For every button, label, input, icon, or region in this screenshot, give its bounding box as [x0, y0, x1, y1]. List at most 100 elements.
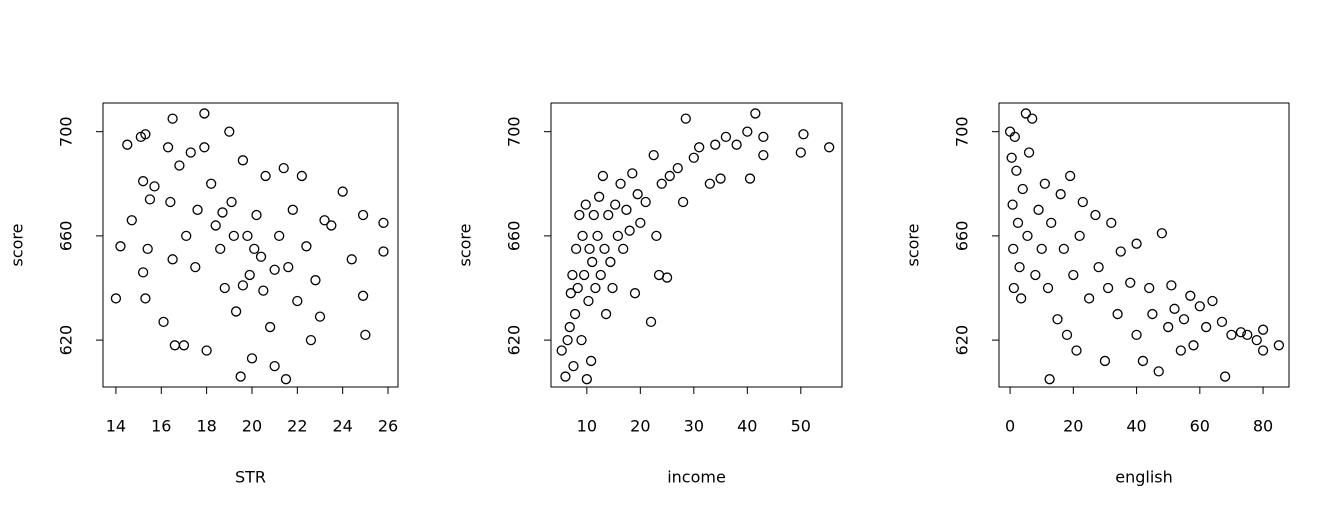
- point: [568, 361, 579, 372]
- point: [1093, 261, 1104, 273]
- point: [1068, 269, 1079, 281]
- point: [190, 261, 201, 273]
- point: [1052, 314, 1063, 325]
- point: [680, 113, 691, 124]
- point: [1188, 340, 1199, 351]
- point: [326, 220, 337, 231]
- point: [1042, 282, 1054, 294]
- point: [1131, 238, 1142, 249]
- plot-frame: [102, 102, 399, 388]
- point: [244, 269, 255, 281]
- x-tick-label: 16: [151, 417, 171, 436]
- point: [1163, 321, 1174, 333]
- point: [1112, 308, 1123, 320]
- point: [378, 217, 389, 229]
- x-tick-label: 0: [1005, 417, 1015, 436]
- point: [1065, 170, 1076, 182]
- point: [744, 173, 756, 184]
- point: [215, 243, 226, 255]
- y-tick-label: 660: [57, 221, 76, 252]
- point: [283, 261, 294, 273]
- x-tick-label: 20: [242, 417, 262, 436]
- point: [1022, 230, 1033, 242]
- point: [597, 170, 609, 182]
- point: [574, 209, 585, 221]
- point: [1194, 301, 1205, 312]
- point: [319, 215, 330, 226]
- point: [110, 293, 122, 304]
- point: [731, 139, 742, 150]
- point: [1012, 217, 1024, 229]
- point: [579, 269, 590, 281]
- point: [1027, 113, 1038, 124]
- point: [1257, 345, 1269, 356]
- point: [1137, 355, 1149, 367]
- point: [167, 254, 178, 265]
- y-tick-label: 700: [505, 116, 524, 147]
- point: [357, 209, 369, 221]
- point: [140, 129, 151, 140]
- point: [1030, 269, 1041, 281]
- point: [1008, 243, 1019, 255]
- point: [1175, 345, 1186, 356]
- x-tick-label: 14: [106, 417, 126, 436]
- point: [242, 230, 253, 242]
- point: [1007, 199, 1018, 210]
- point: [246, 353, 258, 364]
- point: [577, 230, 588, 242]
- point: [564, 321, 575, 333]
- point: [651, 230, 662, 242]
- point: [1055, 189, 1066, 200]
- point: [565, 288, 576, 299]
- point: [1015, 293, 1027, 304]
- point: [795, 147, 806, 158]
- point: [1058, 243, 1069, 255]
- point: [1017, 183, 1028, 195]
- point: [178, 340, 190, 351]
- x-tick-label: 26: [378, 417, 398, 436]
- point: [237, 280, 249, 291]
- point: [599, 243, 610, 255]
- point: [278, 162, 289, 174]
- point: [742, 126, 753, 137]
- x-tick-label: 10: [577, 417, 597, 436]
- point: [228, 230, 239, 242]
- point: [296, 170, 308, 182]
- point: [1207, 295, 1218, 307]
- point: [1115, 246, 1126, 257]
- y-tick-label: 620: [505, 325, 524, 356]
- point: [115, 241, 126, 252]
- x-tick-label: 30: [684, 417, 704, 436]
- point: [1156, 228, 1168, 239]
- point: [750, 108, 761, 119]
- point: [648, 149, 659, 161]
- point: [1071, 345, 1082, 356]
- point: [1006, 152, 1017, 163]
- point: [560, 371, 571, 382]
- point: [585, 355, 597, 367]
- x-axis-label: STR: [235, 468, 266, 487]
- point: [1099, 355, 1111, 367]
- point: [1169, 303, 1180, 314]
- x-tick-label: 18: [196, 417, 216, 436]
- point: [1023, 147, 1035, 158]
- point: [1009, 131, 1020, 143]
- point: [269, 361, 280, 372]
- point: [264, 321, 276, 333]
- point: [1039, 178, 1051, 189]
- point: [615, 178, 626, 189]
- point: [1131, 329, 1142, 341]
- point: [260, 170, 271, 182]
- point: [664, 170, 675, 182]
- point: [1178, 314, 1190, 325]
- point: [567, 269, 578, 281]
- y-tick-label: 620: [57, 325, 76, 356]
- point: [621, 204, 632, 215]
- point: [144, 194, 156, 205]
- point: [627, 168, 638, 179]
- point: [624, 225, 635, 236]
- y-tick-label: 660: [505, 221, 524, 252]
- point: [378, 246, 389, 257]
- point: [199, 108, 210, 119]
